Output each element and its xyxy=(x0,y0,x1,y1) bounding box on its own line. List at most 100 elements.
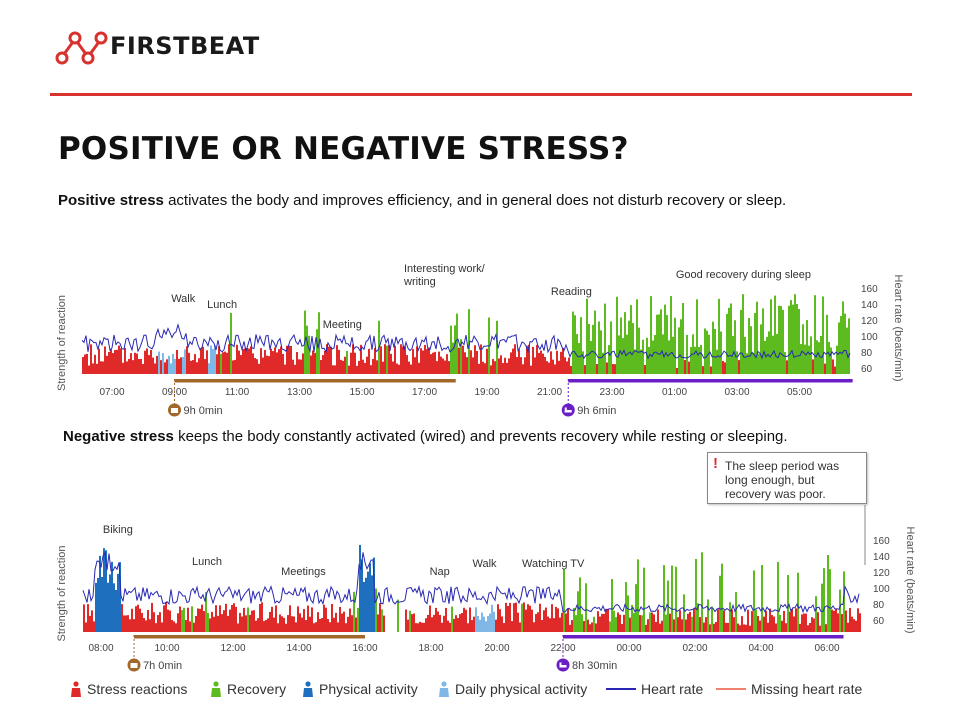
reaction-bar xyxy=(332,365,334,374)
legend-label: Stress reactions xyxy=(87,681,188,697)
sleep-period-label: 9h 6min xyxy=(577,405,616,417)
reaction-bar xyxy=(365,577,367,632)
reaction-bar xyxy=(252,353,254,374)
reaction-bar xyxy=(91,610,93,632)
reaction-bar xyxy=(632,323,634,374)
reaction-bar xyxy=(522,364,524,374)
reaction-bar xyxy=(586,298,588,374)
reaction-bar xyxy=(789,611,791,632)
reaction-bar xyxy=(278,349,280,374)
reaction-bar xyxy=(436,361,438,374)
reaction-bar xyxy=(493,611,495,632)
legend-label: Recovery xyxy=(227,681,287,697)
reaction-bar xyxy=(623,614,625,632)
reaction-bar xyxy=(321,618,323,632)
reaction-bar xyxy=(97,577,99,632)
reaction-bar xyxy=(518,349,520,374)
reaction-bar xyxy=(531,609,533,632)
reaction-bar xyxy=(129,619,131,632)
sleep-period-band xyxy=(568,379,853,383)
reaction-bar xyxy=(707,599,709,632)
reaction-bar xyxy=(621,624,623,632)
work-period-label: 9h 0min xyxy=(184,405,223,417)
reaction-bar xyxy=(823,568,825,632)
reaction-bar xyxy=(520,357,522,374)
reaction-bar xyxy=(495,619,497,632)
reaction-bar xyxy=(830,347,832,374)
reaction-bar xyxy=(589,624,591,632)
x-tick-label: 19:00 xyxy=(474,387,499,398)
reaction-bar xyxy=(236,344,238,374)
reaction-bar xyxy=(211,611,213,632)
reaction-bar xyxy=(613,610,615,632)
y2-tick-label: 60 xyxy=(873,616,885,627)
warning-icon: ! xyxy=(713,455,718,472)
reaction-bar xyxy=(822,296,824,374)
reaction-bar xyxy=(845,610,847,632)
reaction-bar xyxy=(453,618,455,632)
reaction-bar xyxy=(541,620,543,632)
reaction-bar xyxy=(462,345,464,374)
reaction-bar xyxy=(277,623,279,632)
reaction-bar xyxy=(217,615,219,632)
reaction-bar xyxy=(256,359,258,374)
reaction-bar xyxy=(504,357,506,374)
reaction-bar xyxy=(717,609,719,632)
reaction-bar xyxy=(363,581,365,632)
reaction-bar xyxy=(704,328,706,374)
reaction-bar xyxy=(777,561,779,632)
reaction-bar xyxy=(183,607,185,632)
reaction-bar xyxy=(482,361,484,374)
reaction-bar xyxy=(215,605,217,632)
reaction-bar xyxy=(467,623,469,632)
reaction-bar xyxy=(658,314,660,374)
reaction-bar xyxy=(827,555,829,632)
reaction-bar xyxy=(107,582,109,632)
reaction-bar xyxy=(354,352,356,374)
reaction-bar xyxy=(203,611,205,632)
reaction-bar xyxy=(418,362,420,374)
reaction-bar xyxy=(336,345,338,374)
reaction-bar xyxy=(799,623,801,632)
brand-name: FIRSTBEAT xyxy=(110,32,260,60)
y2-tick-label: 160 xyxy=(861,284,878,295)
reaction-bar xyxy=(801,614,803,632)
reaction-bar xyxy=(314,352,316,374)
reaction-bar xyxy=(422,350,424,374)
reaction-bar xyxy=(352,344,354,374)
negative-stress-term: Negative stress xyxy=(63,428,174,445)
reaction-bar xyxy=(174,358,176,374)
reaction-bar xyxy=(343,611,345,632)
activity-annotation: Walk xyxy=(473,558,498,570)
reaction-bar xyxy=(306,325,308,374)
line-swatch xyxy=(606,688,636,690)
reaction-bar xyxy=(755,609,757,632)
reaction-bar xyxy=(233,603,235,632)
reaction-bar xyxy=(249,614,251,632)
reaction-bar xyxy=(191,606,193,632)
reaction-bar xyxy=(752,352,754,374)
reaction-bar xyxy=(633,612,635,632)
reaction-bar xyxy=(216,354,218,374)
reaction-bar xyxy=(622,338,624,374)
reaction-bar xyxy=(398,364,400,374)
reaction-bar xyxy=(798,308,800,374)
reaction-bar xyxy=(273,617,275,632)
reaction-bar xyxy=(260,348,262,374)
reaction-bar xyxy=(199,608,201,632)
reaction-bar xyxy=(84,354,86,374)
reaction-bar xyxy=(408,361,410,374)
reaction-bar xyxy=(797,572,799,632)
reaction-bar xyxy=(209,618,211,632)
reaction-bar xyxy=(341,613,343,632)
reaction-bar xyxy=(602,352,604,374)
reaction-bar xyxy=(630,305,632,374)
reaction-bar xyxy=(150,350,152,374)
reaction-bar xyxy=(253,610,255,632)
reaction-bar xyxy=(604,303,606,374)
reaction-bar xyxy=(710,366,712,374)
reaction-bar xyxy=(139,608,141,632)
reaction-bar xyxy=(841,614,843,632)
x-tick-label: 13:00 xyxy=(287,387,312,398)
reaction-bar xyxy=(550,351,552,374)
